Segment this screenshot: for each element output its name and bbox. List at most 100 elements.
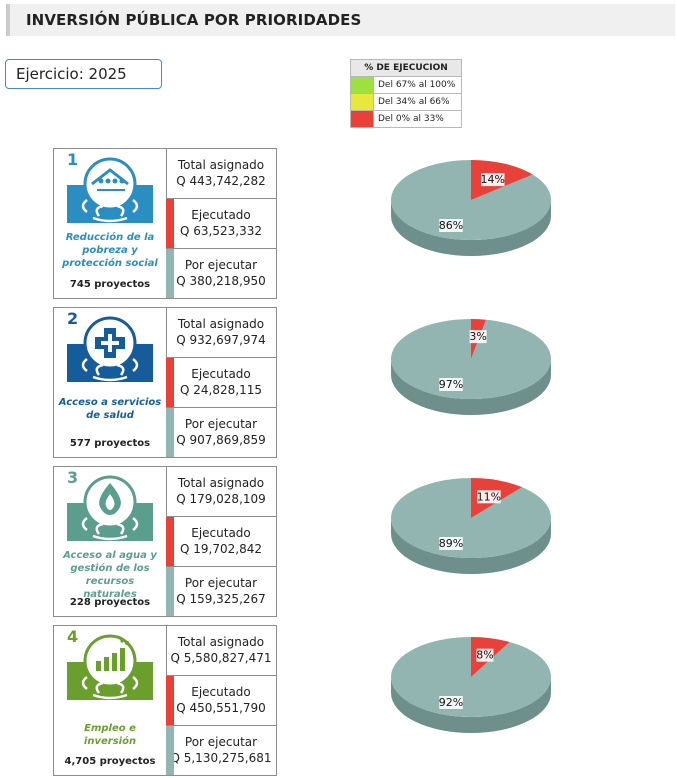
amounts-panel: Total asignado Q 443,742,282 Ejecutado Q…	[166, 149, 276, 298]
project-count: 4,705 proyectos	[64, 756, 156, 767]
pie-label-pending: 92%	[439, 696, 463, 709]
pie-label-executed: 3%	[469, 330, 486, 343]
growth-chart-icon	[67, 634, 153, 700]
priority-card-2: 2 Acceso a servicios de salud 577 proyec…	[53, 307, 277, 458]
total-value: Q 179,028,109	[176, 492, 266, 506]
legend-label-low: Del 0% al 33%	[373, 110, 462, 128]
pending-bar	[166, 249, 174, 298]
pending-cell: Por ejecutar Q 5,130,275,681	[166, 726, 276, 775]
pie-label-executed: 14%	[481, 173, 505, 186]
legend-label-mid: Del 34% al 66%	[373, 93, 462, 111]
pending-bar	[166, 567, 174, 616]
legend-item: Del 0% al 33%	[350, 110, 462, 128]
title-accent	[6, 4, 10, 36]
pending-cell: Por ejecutar Q 380,218,950	[166, 249, 276, 298]
total-cell: Total asignado Q 179,028,109	[166, 467, 276, 517]
priority-number: 3	[67, 468, 79, 487]
pie-side-wall	[391, 677, 551, 733]
priority-info: 2 Acceso a servicios de salud 577 proyec…	[54, 308, 167, 457]
priority-card-4: 4 Empleo e inversión 4,705 proyectos Tot…	[53, 625, 277, 776]
pie-slice-pending	[390, 637, 551, 717]
amounts-panel: Total asignado Q 179,028,109 Ejecutado Q…	[166, 467, 276, 616]
pie-side-wall	[391, 359, 551, 415]
pending-value: Q 159,325,267	[176, 592, 266, 606]
executed-cell: Ejecutado Q 19,702,842	[166, 517, 276, 567]
priority-label: Acceso al agua y gestión de los recursos…	[63, 550, 157, 600]
priority-label: Empleo e inversión	[83, 723, 137, 747]
priority-info: 4 Empleo e inversión 4,705 proyectos	[54, 626, 167, 775]
total-cell: Total asignado Q 932,697,974	[166, 308, 276, 358]
executed-label: Ejecutado	[191, 367, 251, 381]
health-cross-icon	[67, 316, 153, 382]
pending-value: Q 380,218,950	[176, 274, 266, 288]
pie-label-bg	[439, 219, 463, 232]
pie-label-bg	[480, 173, 505, 187]
pending-cell: Por ejecutar Q 907,869,859	[166, 408, 276, 457]
execution-pie-2: 3% 97%	[391, 319, 551, 415]
priority-label: Acceso a servicios de salud	[58, 397, 162, 421]
pie-label-bg	[439, 696, 463, 709]
priority-number: 4	[67, 627, 79, 646]
legend-swatch-low	[350, 110, 374, 128]
legend-header: % DE EJECUCION	[350, 59, 462, 77]
executed-value: Q 63,523,332	[180, 224, 262, 238]
pending-label: Por ejecutar	[184, 576, 258, 590]
project-count: 577 proyectos	[69, 438, 151, 449]
pending-label: Por ejecutar	[184, 417, 258, 431]
executed-cell: Ejecutado Q 63,523,332	[166, 199, 276, 249]
execution-legend: % DE EJECUCION Del 67% al 100% Del 34% a…	[350, 59, 462, 128]
priority-info: 1 Reducción de la pobreza y protección s…	[54, 149, 167, 298]
executed-value: Q 19,702,842	[180, 542, 262, 556]
pending-cell: Por ejecutar Q 159,325,267	[166, 567, 276, 616]
project-count: 745 proyectos	[69, 279, 151, 290]
total-label: Total asignado	[177, 158, 265, 172]
execution-pie-3: 11% 89%	[391, 478, 551, 574]
executed-cell: Ejecutado Q 24,828,115	[166, 358, 276, 408]
executed-cell: Ejecutado Q 450,551,790	[166, 676, 276, 726]
pie-label-executed: 11%	[477, 490, 501, 503]
pie-label-pending: 86%	[439, 219, 463, 232]
total-label: Total asignado	[177, 476, 265, 490]
pie-side-wall	[391, 200, 551, 256]
executed-value: Q 24,828,115	[180, 383, 262, 397]
family-house-icon	[67, 157, 153, 223]
pie-label-bg	[476, 648, 494, 662]
priority-card-3: 3 Acceso al agua y gestión de los recurs…	[53, 466, 277, 617]
priority-label: Reducción de la pobreza y protección soc…	[62, 232, 158, 269]
amounts-panel: Total asignado Q 5,580,827,471 Ejecutado…	[166, 626, 276, 775]
pie-label-pending: 97%	[439, 378, 463, 391]
ejercicio-selector[interactable]: Ejercicio: 2025	[5, 59, 162, 89]
total-label: Total asignado	[177, 635, 265, 649]
pending-label: Por ejecutar	[184, 735, 258, 749]
priority-info: 3 Acceso al agua y gestión de los recurs…	[54, 467, 167, 616]
legend-label-high: Del 67% al 100%	[373, 76, 462, 94]
pending-value: Q 907,869,859	[176, 433, 266, 447]
total-value: Q 932,697,974	[176, 333, 266, 347]
amounts-panel: Total asignado Q 932,697,974 Ejecutado Q…	[166, 308, 276, 457]
executed-value: Q 450,551,790	[176, 701, 266, 715]
total-cell: Total asignado Q 443,742,282	[166, 149, 276, 199]
water-drop-icon	[67, 475, 153, 541]
title-bar: INVERSIÓN PÚBLICA POR PRIORIDADES	[6, 4, 675, 36]
priority-number: 1	[67, 150, 79, 169]
pie-side-wall	[391, 518, 551, 574]
executed-bar	[166, 358, 174, 407]
pie-label-bg	[469, 330, 487, 344]
pending-bar	[166, 726, 174, 775]
executed-label: Ejecutado	[191, 685, 251, 699]
legend-item: Del 34% al 66%	[350, 93, 462, 111]
executed-bar	[166, 676, 174, 725]
project-count: 228 proyectos	[69, 597, 151, 608]
executed-bar	[166, 517, 174, 566]
legend-item: Del 67% al 100%	[350, 76, 462, 94]
total-label: Total asignado	[177, 317, 265, 331]
pending-bar	[166, 408, 174, 457]
pie-label-bg	[439, 378, 463, 391]
executed-bar	[166, 199, 174, 248]
legend-swatch-high	[350, 76, 374, 94]
execution-pie-1: 14% 86%	[391, 160, 551, 256]
pie-label-executed: 8%	[476, 649, 493, 662]
total-cell: Total asignado Q 5,580,827,471	[166, 626, 276, 676]
execution-pie-4: 8% 92%	[390, 637, 551, 733]
total-value: Q 443,742,282	[176, 174, 266, 188]
